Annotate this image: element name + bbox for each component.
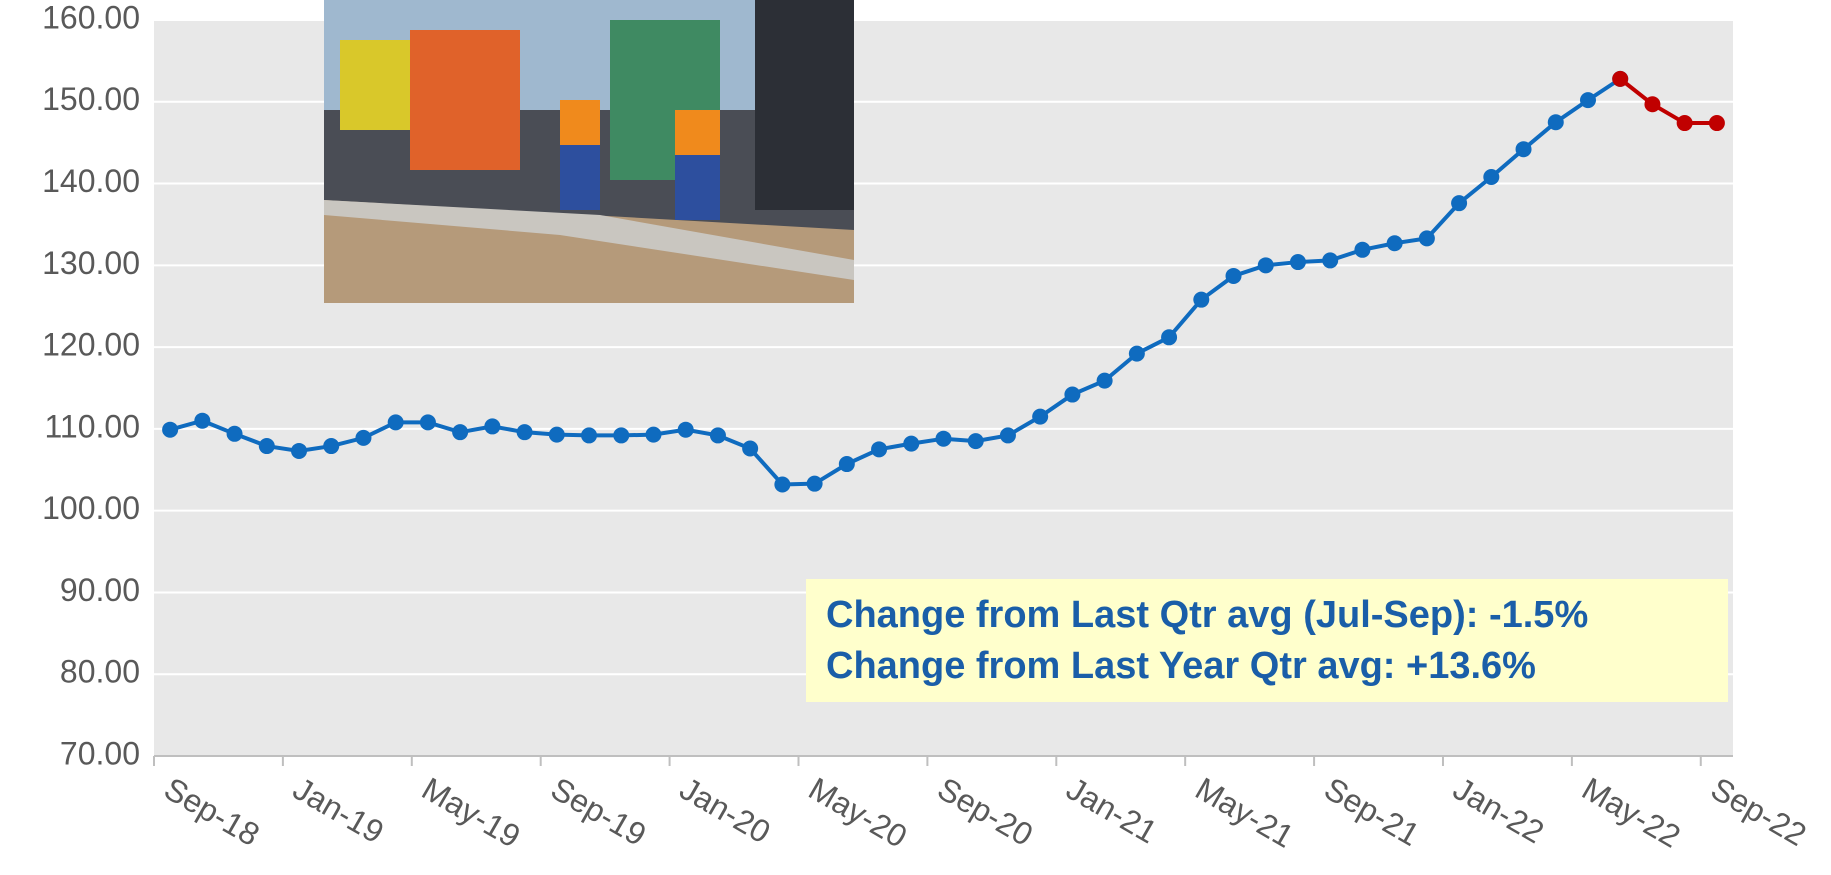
- point: [226, 425, 243, 442]
- point: [258, 438, 275, 455]
- x-tick-label: Jan-21: [1061, 770, 1164, 850]
- y-tick-label: 140.00: [42, 163, 140, 199]
- x-tick-label: Sep-19: [545, 770, 652, 853]
- point: [935, 430, 952, 447]
- point: [999, 427, 1016, 444]
- annotation: Change from Last Qtr avg (Jul-Sep): -1.5…: [826, 594, 1588, 636]
- point: [1193, 291, 1210, 308]
- point: [194, 412, 211, 429]
- point: [613, 427, 630, 444]
- point: [1289, 254, 1306, 271]
- x-tick-label: May-19: [416, 770, 526, 855]
- point: [162, 421, 179, 438]
- point: [1354, 241, 1371, 258]
- point: [1644, 96, 1661, 113]
- point: [1579, 92, 1596, 109]
- point: [1161, 329, 1178, 346]
- point: [1483, 169, 1500, 186]
- y-tick-label: 130.00: [42, 245, 140, 281]
- y-tick-label: 70.00: [60, 735, 140, 771]
- point: [1322, 252, 1339, 269]
- photo: [324, 0, 854, 303]
- point: [452, 424, 469, 441]
- y-tick-label: 110.00: [45, 408, 141, 444]
- point: [742, 440, 759, 457]
- x-tick-label: Sep-20: [932, 770, 1039, 853]
- line: [169, 77, 1622, 487]
- point: [1257, 257, 1274, 274]
- annotation: Change from Last Year Qtr avg: +13.6%: [826, 645, 1536, 687]
- point: [484, 418, 501, 435]
- point: [1515, 141, 1532, 158]
- point: [1128, 345, 1145, 362]
- point: [516, 424, 533, 441]
- x-tick-label: Sep-21: [1318, 770, 1425, 853]
- point: [387, 414, 404, 431]
- point: [548, 426, 565, 443]
- point: [967, 433, 984, 450]
- x-tick-label: Sep-22: [1705, 770, 1812, 853]
- point: [838, 456, 855, 473]
- point: [871, 441, 888, 458]
- x-tick-label: Jan-22: [1447, 770, 1550, 850]
- x-tick-label: May-20: [803, 770, 913, 855]
- point: [1386, 235, 1403, 252]
- y-tick-label: 120.00: [42, 327, 140, 363]
- point: [323, 438, 340, 455]
- point: [903, 435, 920, 452]
- point: [774, 476, 791, 493]
- y-tick-label: 160.00: [42, 0, 140, 35]
- point: [1676, 115, 1693, 132]
- point: [677, 421, 694, 438]
- y-tick-label: 80.00: [60, 654, 140, 690]
- x-tick-label: May-22: [1576, 770, 1686, 855]
- y-tick-label: 90.00: [60, 572, 140, 608]
- point: [355, 429, 372, 446]
- point: [419, 414, 436, 431]
- point: [645, 426, 662, 443]
- point: [291, 442, 308, 459]
- point: [1418, 230, 1435, 247]
- line: [1618, 77, 1717, 126]
- point: [1708, 115, 1725, 132]
- point: [581, 427, 598, 444]
- point: [806, 475, 823, 492]
- y-tick-label: 150.00: [42, 81, 140, 117]
- point: [1451, 195, 1468, 212]
- point: [1064, 386, 1081, 403]
- point: [1225, 267, 1242, 284]
- x-tick-label: Jan-19: [287, 770, 390, 850]
- point: [709, 427, 726, 444]
- point: [1032, 408, 1049, 425]
- x-tick-label: May-21: [1189, 770, 1299, 855]
- x-tick-label: Jan-20: [674, 770, 777, 850]
- point: [1096, 372, 1113, 389]
- x-tick-label: Sep-18: [158, 770, 265, 853]
- point: [1547, 114, 1564, 131]
- annotation-box: [806, 579, 1728, 702]
- point: [1612, 70, 1629, 87]
- y-tick-label: 100.00: [42, 490, 140, 526]
